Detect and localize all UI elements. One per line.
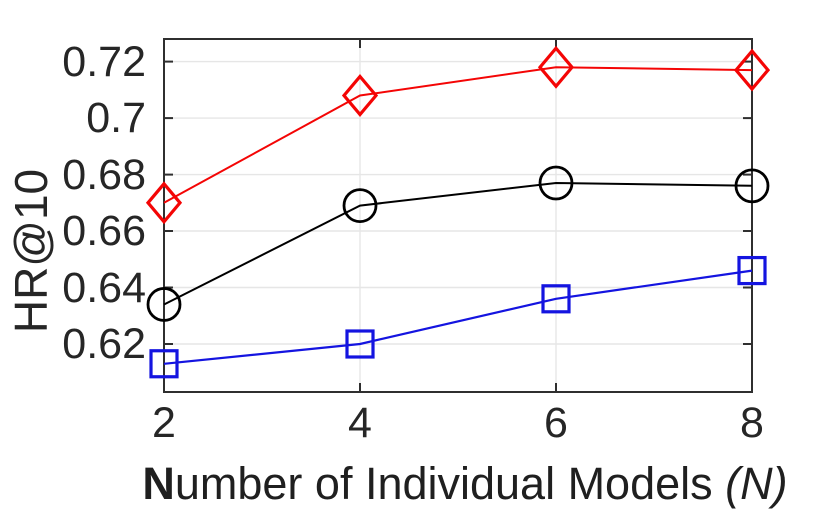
series-line-red-diamond — [163, 66, 753, 204]
marker-square — [737, 255, 767, 286]
x-tick-label-2: 2 — [152, 399, 176, 447]
y-tick-label-0.64: 0.64 — [62, 264, 146, 312]
marker-diamond — [145, 181, 183, 225]
marker-diamond — [733, 48, 771, 92]
x-tick-label-6: 6 — [544, 399, 568, 447]
marker-circle — [146, 287, 182, 322]
y-tick-label-0.72: 0.72 — [62, 38, 146, 86]
y-tick-label-0.68: 0.68 — [62, 151, 146, 199]
marker-square — [541, 284, 571, 314]
marker-square — [149, 349, 179, 379]
x-tick-label-4: 4 — [348, 399, 372, 447]
series-line-black-circle — [163, 181, 753, 306]
x-axis-label-main: umber of Individual Models — [174, 458, 726, 509]
marker-circle — [342, 188, 378, 224]
x-axis-label-italic-n: (N) — [725, 458, 788, 509]
x-tick-label-8: 8 — [740, 399, 764, 447]
marker-diamond — [341, 73, 379, 117]
x-axis-label-bold-n: N — [142, 458, 175, 509]
marker-circle — [538, 165, 574, 201]
y-axis-label: HR@10 — [5, 168, 57, 334]
marker-circle — [734, 168, 770, 204]
y-tick-label-0.62: 0.62 — [62, 320, 146, 368]
marker-diamond — [537, 45, 575, 89]
y-tick-label-0.66: 0.66 — [62, 207, 146, 255]
plot-box — [163, 38, 753, 393]
marker-square — [345, 329, 375, 359]
y-tick-label-0.7: 0.7 — [86, 94, 146, 142]
x-axis-label: Number of Individual Models (N) — [95, 456, 830, 512]
series-line-blue-square — [163, 269, 753, 365]
